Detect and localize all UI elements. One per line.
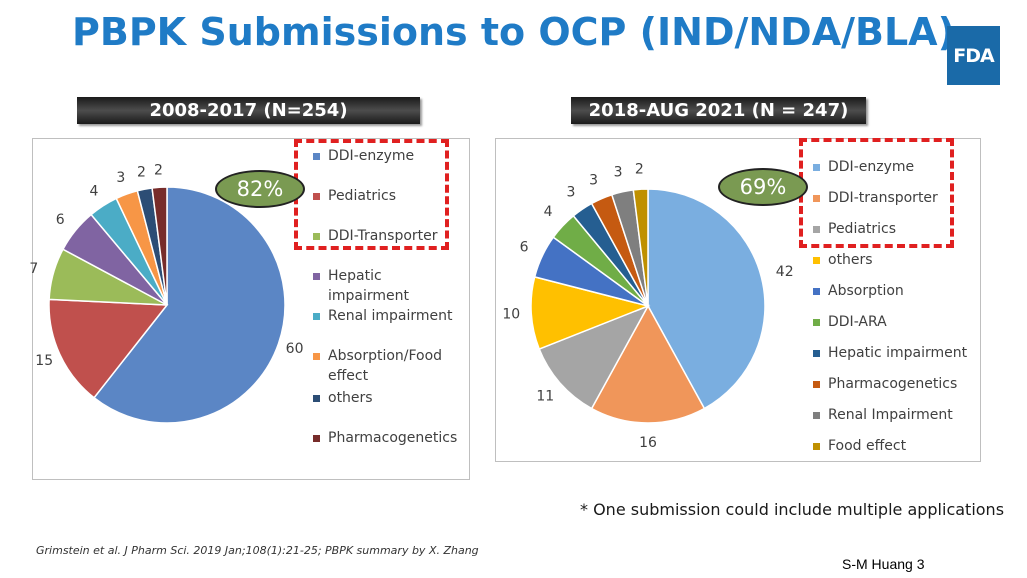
data-label: 4 xyxy=(90,183,99,199)
pie-slice xyxy=(93,186,286,424)
chart1-percent-badge: 82% xyxy=(215,170,305,208)
legend-swatch xyxy=(313,435,320,442)
legend-swatch xyxy=(313,313,320,320)
legend-swatch xyxy=(813,164,820,171)
legend-swatch xyxy=(813,443,820,450)
data-label: 11 xyxy=(536,389,554,405)
data-label: 7 xyxy=(29,261,38,277)
pie-slice xyxy=(590,304,706,424)
legend-swatch xyxy=(313,193,320,200)
legend-label: DDI-ARA xyxy=(828,314,887,330)
legend-item: Hepatic impairment xyxy=(813,343,973,363)
page-title: PBPK Submissions to OCP (IND/NDA/BLA) xyxy=(72,10,955,54)
data-label: 2 xyxy=(635,161,644,177)
legend-label: Pediatrics xyxy=(828,221,897,237)
legend-label: Pharmacogenetics xyxy=(328,430,458,446)
legend-swatch xyxy=(813,350,820,357)
data-label: 60 xyxy=(286,341,304,357)
legend-swatch xyxy=(313,273,320,280)
legend-item: others xyxy=(813,250,973,270)
legend-swatch xyxy=(813,288,820,295)
chart1-title: 2008-2017 (N=254) xyxy=(77,97,420,124)
legend-label: DDI-transporter xyxy=(828,190,938,206)
fda-logo: FDA xyxy=(947,26,1000,85)
pie-slice xyxy=(538,304,650,410)
legend-label: DDI-enzyme xyxy=(328,148,415,164)
legend-item: Renal impairment xyxy=(313,306,463,326)
legend-item: Absorption xyxy=(813,281,973,301)
legend-label: Renal Impairment xyxy=(828,407,953,423)
legend-label: Renal impairment xyxy=(328,308,453,324)
slide-number: S-M Huang 3 xyxy=(842,556,925,572)
data-label: 3 xyxy=(116,170,125,186)
legend-swatch xyxy=(813,319,820,326)
legend-swatch xyxy=(813,226,820,233)
legend-label: others xyxy=(328,390,373,406)
data-label: 15 xyxy=(35,353,53,369)
chart2-percent-badge: 69% xyxy=(718,168,808,206)
legend-label: Pharmacogenetics xyxy=(828,376,958,392)
pie-slice xyxy=(632,188,649,307)
legend-item: others xyxy=(313,388,463,408)
data-label: 6 xyxy=(520,240,529,256)
footnote: * One submission could include multiple … xyxy=(580,500,1005,519)
legend-item: DDI-ARA xyxy=(813,312,973,332)
legend-label: Hepatic impairment xyxy=(828,345,968,361)
legend-item: Hepatic impairment xyxy=(313,266,463,306)
data-label: 16 xyxy=(639,435,657,451)
pie-slice xyxy=(530,275,651,351)
legend-swatch xyxy=(313,395,320,402)
legend-label: Hepatic impairment xyxy=(328,268,410,304)
data-label: 3 xyxy=(567,185,576,201)
legend-item: DDI-Transporter xyxy=(313,226,463,246)
chart2-highlight-box xyxy=(799,138,954,248)
legend-item: Pharmacogenetics xyxy=(313,428,463,448)
legend-swatch xyxy=(313,233,320,240)
data-label: 4 xyxy=(544,204,553,220)
data-label: 42 xyxy=(776,264,794,280)
data-label: 2 xyxy=(154,162,163,178)
legend-item: Pharmacogenetics xyxy=(813,374,973,394)
pie-slice xyxy=(48,298,169,399)
chart2-title: 2018-AUG 2021 (N = 247) xyxy=(571,97,866,124)
legend-label: DDI-enzyme xyxy=(828,159,915,175)
legend-item: Renal Impairment xyxy=(813,405,973,425)
data-label: 10 xyxy=(502,307,520,323)
legend-swatch xyxy=(813,195,820,202)
legend-label: Food effect xyxy=(828,438,907,454)
data-label: 2 xyxy=(137,164,146,180)
legend-label: others xyxy=(828,252,873,268)
legend-swatch xyxy=(813,257,820,264)
legend-item: Food effect xyxy=(813,436,973,456)
legend-swatch xyxy=(813,381,820,388)
legend-swatch xyxy=(813,412,820,419)
legend-swatch xyxy=(313,353,320,360)
legend-label: Absorption/Food effect xyxy=(328,348,443,384)
data-label: 3 xyxy=(614,164,623,180)
pie-slice xyxy=(151,186,168,306)
data-label: 6 xyxy=(56,212,65,228)
legend-item: Pediatrics xyxy=(313,186,463,206)
legend-item: Pediatrics xyxy=(813,219,973,239)
legend-label: Absorption xyxy=(828,283,904,299)
legend-item: DDI-transporter xyxy=(813,188,973,208)
legend-item: DDI-enzyme xyxy=(313,146,463,166)
legend-swatch xyxy=(313,153,320,160)
legend-item: Absorption/Food effect xyxy=(313,346,463,386)
legend-label: DDI-Transporter xyxy=(328,228,438,244)
data-label: 3 xyxy=(589,172,598,188)
legend-item: DDI-enzyme xyxy=(813,157,973,177)
citation: Grimstein et al. J Pharm Sci. 2019 Jan;1… xyxy=(36,544,479,557)
legend-label: Pediatrics xyxy=(328,188,397,204)
pie-slice xyxy=(647,188,766,410)
